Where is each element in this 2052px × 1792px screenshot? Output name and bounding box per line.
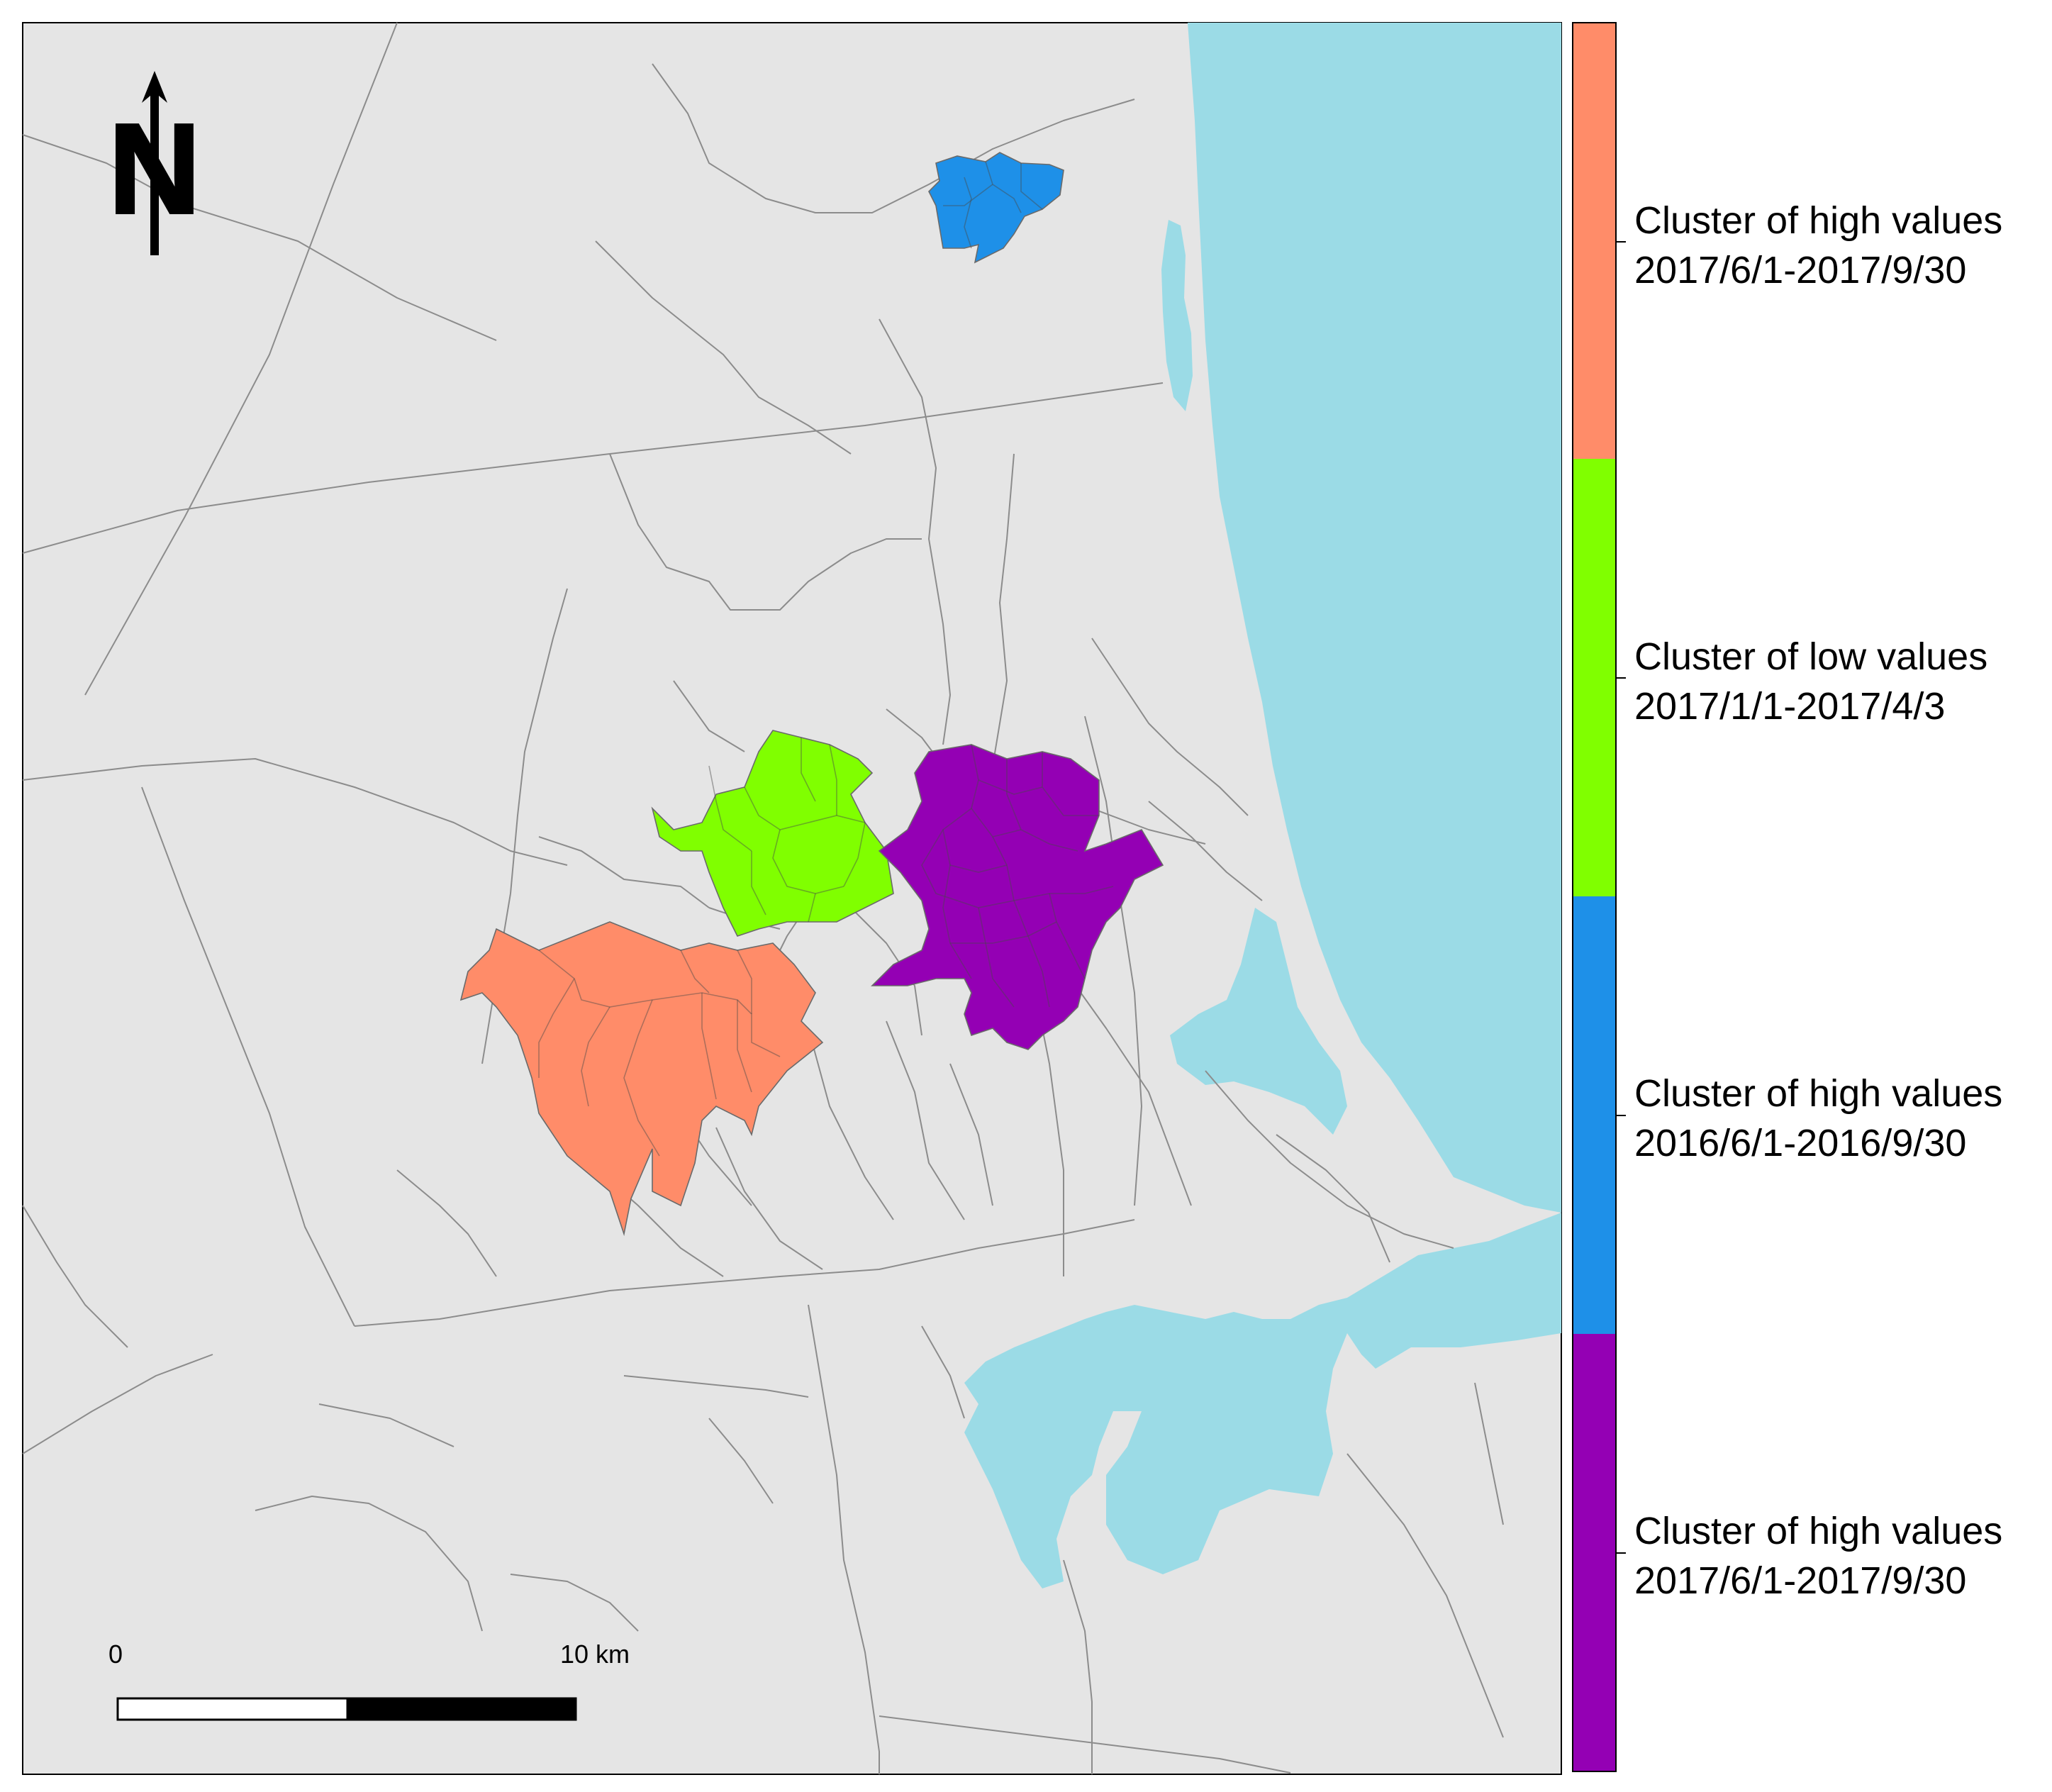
north-arrow: N (107, 71, 202, 255)
legend-item-3-line2: 2016/6/1-2016/9/30 (1634, 1122, 1967, 1164)
legend-color-bar (1572, 22, 1617, 1772)
legend-item-1: Cluster of high values 2017/6/1-2017/9/3… (1634, 196, 2002, 295)
district-boundaries (22, 22, 1504, 1774)
scale-bar (116, 1697, 577, 1721)
legend-item-4-line2: 2017/6/1-2017/9/30 (1634, 1559, 1967, 1602)
legend-tick-3 (1616, 1115, 1626, 1116)
scale-start-label: 0 (108, 1640, 123, 1669)
water-bodies (964, 23, 1561, 1588)
north-lagoon (1161, 220, 1193, 411)
cluster-blue (928, 152, 1064, 264)
cluster-purple (871, 744, 1164, 1050)
estuary (1170, 908, 1347, 1135)
legend-item-4-line1: Cluster of high values (1634, 1510, 2003, 1552)
legend-item-4: Cluster of high values 2017/6/1-2017/9/3… (1634, 1506, 2002, 1605)
legend-swatch-2 (1573, 459, 1616, 896)
legend-tick-4 (1616, 1552, 1626, 1554)
cluster-orange (459, 921, 824, 1237)
legend-tick-1 (1616, 241, 1626, 243)
legend-item-2-line1: Cluster of low values (1634, 635, 1988, 678)
legend-item-2-line2: 2017/1/1-2017/4/3 (1634, 685, 1946, 728)
harbour (964, 1213, 1561, 1588)
cluster-green (651, 730, 894, 937)
legend-item-3: Cluster of high values 2016/6/1-2016/9/3… (1634, 1069, 2002, 1168)
legend-tick-2 (1616, 677, 1626, 679)
scale-bar-black (346, 1697, 577, 1721)
scale-bar-white (116, 1697, 349, 1721)
cluster-internal-lines (538, 161, 1114, 1157)
scale-end-label: 10 km (560, 1640, 630, 1669)
legend-swatch-3 (1573, 896, 1616, 1334)
legend-item-2: Cluster of low values 2017/1/1-2017/4/3 (1634, 632, 1987, 731)
cluster-regions (459, 152, 1164, 1237)
ocean (1188, 23, 1561, 1213)
legend-item-1-line1: Cluster of high values (1634, 199, 2003, 242)
legend-item-3-line1: Cluster of high values (1634, 1072, 2003, 1115)
north-arrow-label: N (108, 98, 201, 240)
legend-swatch-4 (1573, 1334, 1616, 1771)
legend-item-1-line2: 2017/6/1-2017/9/30 (1634, 249, 1967, 291)
legend-swatch-1 (1573, 23, 1616, 459)
